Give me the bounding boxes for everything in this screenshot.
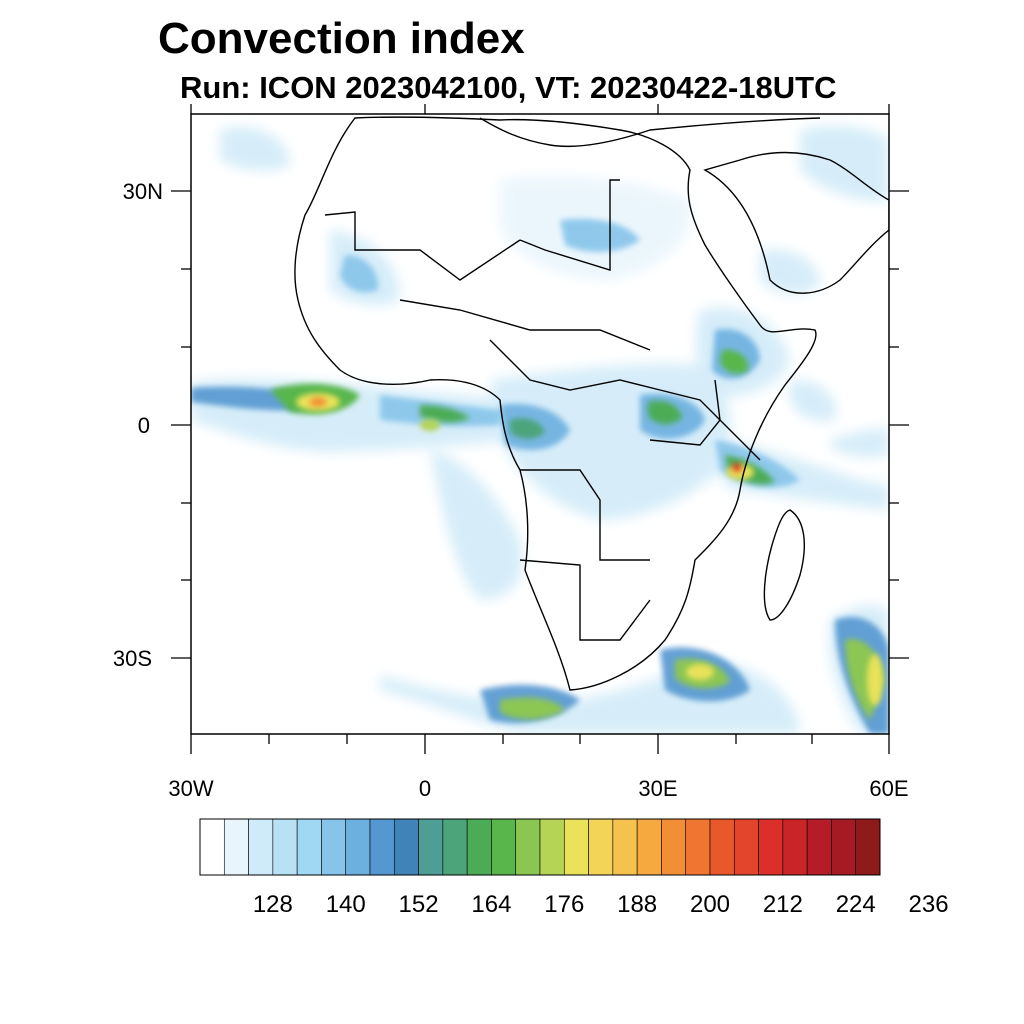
colorbar-label: 212 bbox=[763, 891, 803, 918]
colorbar-box bbox=[466, 818, 492, 876]
coastlines-borders bbox=[294, 116, 889, 691]
lon-label-60e: 60E bbox=[869, 776, 908, 801]
field-region-angola-coast bbox=[430, 450, 523, 600]
field-core-gulf-yellow bbox=[420, 419, 440, 431]
plot-frame bbox=[190, 113, 890, 735]
colorbar-box bbox=[685, 818, 711, 876]
convection-field bbox=[191, 125, 889, 734]
lon-label-30e: 30E bbox=[638, 776, 677, 801]
lat-label-30n: 30N bbox=[123, 179, 163, 204]
field-south-atlantic-green bbox=[500, 697, 565, 720]
border-lake-victoria bbox=[649, 379, 721, 446]
colorbar-label: 140 bbox=[326, 891, 366, 918]
field-sahel-inner bbox=[340, 255, 379, 293]
field-ethiopia-green bbox=[720, 349, 749, 374]
colorbar-box bbox=[831, 818, 857, 876]
border-sahara-south bbox=[399, 299, 651, 351]
colorbar-box bbox=[636, 818, 662, 876]
colorbar-box bbox=[418, 818, 444, 876]
colorbar-box bbox=[248, 818, 274, 876]
map-subtitle: Run: ICON 2023042100, VT: 20230422-18UTC bbox=[180, 70, 837, 105]
colorbar-frame bbox=[199, 818, 881, 876]
colorbar-box bbox=[321, 818, 347, 876]
map-title: Convection index bbox=[158, 14, 525, 63]
colorbar-box bbox=[345, 818, 371, 876]
coastline-europe bbox=[479, 117, 821, 148]
field-congo-green bbox=[510, 418, 545, 439]
field-core-kenya-red bbox=[731, 463, 743, 473]
colorbar-label: 152 bbox=[399, 891, 439, 918]
border-central bbox=[489, 339, 661, 391]
colorbar-box bbox=[369, 818, 395, 876]
lon-label-0: 0 bbox=[419, 776, 431, 801]
colorbar-box bbox=[661, 818, 687, 876]
colorbar-box bbox=[393, 818, 419, 876]
colorbar-box bbox=[296, 818, 322, 876]
field-region-arabia bbox=[760, 249, 820, 295]
colorbar-label: 224 bbox=[836, 891, 876, 918]
colorbar-box bbox=[491, 818, 517, 876]
field-sahara-inner bbox=[560, 218, 640, 252]
field-core-sw-indian-yellow bbox=[867, 654, 883, 706]
axis-ticks bbox=[171, 104, 909, 754]
coastline-africa bbox=[294, 116, 817, 691]
border-congo bbox=[520, 469, 650, 561]
colorbar-box bbox=[612, 818, 638, 876]
colorbar-box bbox=[806, 818, 832, 876]
field-region-middle-east bbox=[800, 125, 889, 201]
colorbar-box bbox=[563, 818, 589, 876]
field-region-indian-ocean-east bbox=[790, 379, 836, 422]
lat-label-30s: 30S bbox=[113, 646, 152, 671]
colorbar-box bbox=[272, 818, 298, 876]
border-west-sahel bbox=[324, 211, 521, 281]
lon-label-30w: 30W bbox=[168, 776, 213, 801]
colorbar-label: 164 bbox=[471, 891, 511, 918]
colorbar-box bbox=[199, 818, 225, 876]
colorbar-box bbox=[515, 818, 541, 876]
field-victoria-green bbox=[648, 400, 682, 425]
colorbar-box bbox=[539, 818, 565, 876]
colorbar-label: 176 bbox=[544, 891, 584, 918]
field-core-atlantic-orange bbox=[309, 397, 327, 407]
colorbar-box bbox=[709, 818, 735, 876]
colorbar-label: 128 bbox=[253, 891, 293, 918]
field-core-se-sa-yellow bbox=[686, 664, 714, 680]
colorbar-label: 188 bbox=[617, 891, 657, 918]
colorbar-label: 236 bbox=[909, 891, 949, 918]
field-gulf-green bbox=[420, 405, 470, 423]
colorbar-box bbox=[758, 818, 784, 876]
coastline-madagascar bbox=[763, 509, 805, 621]
border-sahara bbox=[519, 179, 620, 271]
colorbar-box bbox=[733, 818, 759, 876]
coastline-arabia bbox=[703, 151, 889, 294]
colorbar-box bbox=[442, 818, 468, 876]
colorbar-label: 200 bbox=[690, 891, 730, 918]
colorbar: 128 140 152 164 176 188 200 212 224 236 bbox=[199, 818, 949, 918]
colorbar-box bbox=[782, 818, 808, 876]
field-region-nw-atlantic bbox=[220, 126, 290, 171]
field-region-indian-ocean-far-east bbox=[830, 428, 889, 457]
border-southern bbox=[519, 559, 651, 641]
colorbar-box bbox=[588, 818, 614, 876]
colorbar-box bbox=[855, 818, 881, 876]
lat-label-0: 0 bbox=[138, 413, 150, 438]
colorbar-box bbox=[223, 818, 249, 876]
